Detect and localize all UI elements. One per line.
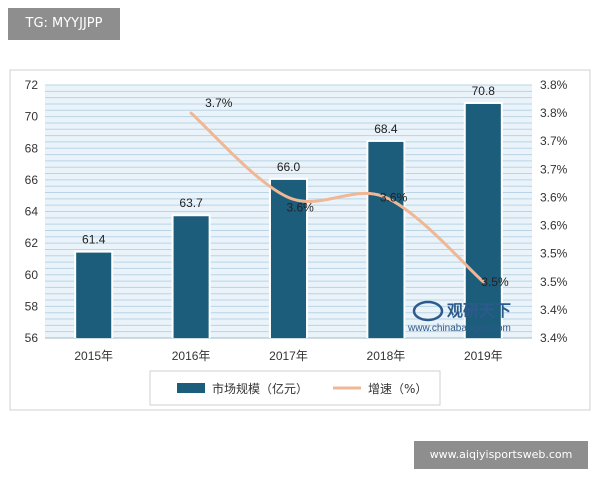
left-tick-label: 72 — [25, 78, 39, 92]
x-tick-label: 2017年 — [269, 349, 308, 363]
left-tick-label: 62 — [25, 236, 39, 250]
right-tick-label: 3.6% — [540, 190, 568, 204]
right-axis: 3.4% 3.4% 3.5% 3.5% 3.6% 3.6% 3.7% 3.7% 3.8% 3.8% — [540, 78, 568, 345]
growth-line-path — [189, 111, 485, 284]
right-tick-label: 3.5% — [540, 275, 568, 289]
left-tick-label: 64 — [25, 205, 39, 219]
watermark-logo-icon — [412, 300, 444, 322]
watermark-title: 观研天下 — [447, 301, 511, 320]
left-tick-label: 68 — [25, 141, 39, 155]
legend-line-label: 增速（%） — [368, 382, 427, 396]
bar — [270, 179, 307, 338]
right-tick-label: 3.4% — [540, 331, 568, 345]
bar — [368, 141, 404, 338]
legend-bar-swatch — [177, 383, 205, 393]
bar-value-label: 68.4 — [374, 122, 398, 136]
line-value-label: 3.6% — [287, 200, 315, 214]
top-watermark-tag: TG: MYYJJPP — [8, 8, 120, 40]
x-tick-label: 2018年 — [367, 349, 406, 363]
bar-labels: 61.4 63.7 66.0 68.4 70.8 — [82, 84, 495, 247]
left-tick-label: 58 — [25, 299, 39, 313]
bottom-watermark-tag: www.aiqiyisportsweb.com — [414, 441, 588, 469]
line-value-label: 3.7% — [205, 96, 233, 110]
bars — [74, 101, 503, 338]
legend: 市场规模（亿元） 增速（%） — [149, 370, 441, 406]
left-axis: 56 58 60 62 64 66 68 70 72 — [25, 78, 39, 345]
right-tick-label: 3.8% — [540, 106, 568, 120]
right-tick-label: 3.7% — [540, 134, 568, 148]
line-labels: 3.7% 3.6% 3.6% 3.5% — [205, 96, 509, 289]
left-tick-label: 66 — [25, 173, 39, 187]
growth-line — [189, 111, 485, 284]
right-tick-label: 3.6% — [540, 219, 568, 233]
x-tick-label: 2015年 — [74, 349, 113, 363]
x-axis: 2015年 2016年 2017年 2018年 2019年 — [74, 349, 502, 363]
bar-value-label: 63.7 — [179, 196, 203, 210]
bar — [173, 216, 209, 338]
x-tick-label: 2019年 — [464, 349, 503, 363]
bar-value-label: 66.0 — [277, 160, 301, 174]
right-tick-label: 3.8% — [540, 78, 568, 92]
right-tick-label: 3.7% — [540, 162, 568, 176]
line-value-label: 3.5% — [481, 275, 509, 289]
right-tick-label: 3.4% — [540, 303, 568, 317]
right-tick-label: 3.5% — [540, 247, 568, 261]
watermark-url: www.chinabaogao.com — [407, 323, 511, 334]
bar-value-label: 61.4 — [82, 233, 106, 247]
left-tick-label: 60 — [25, 268, 39, 282]
bar — [76, 252, 112, 338]
left-tick-label: 56 — [25, 331, 39, 345]
left-tick-label: 70 — [25, 110, 39, 124]
line-value-label: 3.6% — [380, 190, 408, 204]
bar — [465, 103, 501, 338]
bar-value-label: 70.8 — [472, 84, 496, 98]
watermark: 观研天下 www.chinabaogao.com — [407, 300, 511, 334]
legend-bar-label: 市场规模（亿元） — [212, 381, 308, 396]
x-tick-label: 2016年 — [172, 349, 211, 363]
